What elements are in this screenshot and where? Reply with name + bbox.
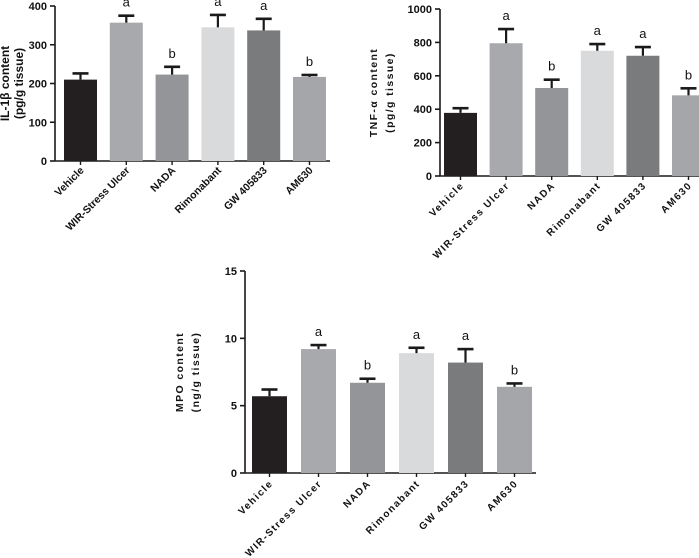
x-tick-label-4: GW 405833 xyxy=(417,478,471,532)
y-axis-title-line1: MPO content xyxy=(174,332,186,412)
y-tick-label: 400 xyxy=(29,1,47,13)
y-tick-label: 1000 xyxy=(408,4,432,16)
significance-label-1: a xyxy=(315,324,323,339)
y-axis-title-line1: TNF-α content xyxy=(368,48,380,137)
significance-label-3: a xyxy=(214,0,222,9)
bar-2 xyxy=(155,74,189,161)
x-tick-label-4: GW 405833 xyxy=(222,165,270,213)
y-axis-title-line2: (pg/g tissue) xyxy=(12,48,26,119)
y-tick-label: 200 xyxy=(414,138,432,150)
significance-label-2: b xyxy=(364,358,371,373)
y-tick-label: 15 xyxy=(225,266,237,278)
x-tick-label-0: Vehicle xyxy=(428,180,467,219)
y-tick-label: 5 xyxy=(231,401,237,413)
y-tick-label: 100 xyxy=(29,117,47,129)
significance-label-4: a xyxy=(462,328,470,343)
y-tick-label: 400 xyxy=(414,104,432,116)
chart-il1b: 0 100 200 300 400 IL-1β content (pg/g tissue) V… xyxy=(0,0,330,233)
x-tick-label-1: WIR-Stress Ulcer xyxy=(431,180,512,261)
bar-5 xyxy=(672,95,699,176)
x-tick-label-0: Vehicle xyxy=(53,165,87,199)
y-tick-label: 0 xyxy=(426,171,432,183)
x-tick-label-2: NADA xyxy=(341,478,373,510)
y-tick-label: 0 xyxy=(231,468,237,480)
bar-3 xyxy=(399,353,434,473)
significance-label-4: a xyxy=(639,26,647,41)
bar-2 xyxy=(535,87,569,176)
bar-4 xyxy=(626,55,660,177)
bar-0 xyxy=(252,396,287,473)
x-tick-label-5: AM630 xyxy=(659,180,695,216)
bar-4 xyxy=(247,30,281,161)
x-tick-label-3: Rimonabant xyxy=(364,478,423,537)
bar-1 xyxy=(109,22,143,161)
significance-label-5: b xyxy=(306,54,313,69)
y-axis-title-line2: (ng/g tissue) xyxy=(190,332,202,413)
y-axis-title-line2: (pg/g tissue) xyxy=(384,52,396,133)
bar-0 xyxy=(444,112,477,176)
bar-0 xyxy=(64,79,97,161)
significance-label-1: a xyxy=(502,8,510,23)
significance-label-3: a xyxy=(413,327,421,342)
x-tick-label-3: Rimonabant xyxy=(173,164,225,216)
x-tick-label-5: AM630 xyxy=(283,165,316,198)
significance-label-5: b xyxy=(685,67,692,82)
bar-4 xyxy=(448,362,483,473)
bar-2 xyxy=(350,382,385,473)
bar-3 xyxy=(201,27,235,161)
y-tick-label: 200 xyxy=(29,79,47,91)
chart-tnfa: 0 200 400 600 800 1000 TNF-α content (pg/g tiss… xyxy=(368,4,699,261)
y-tick-label: 10 xyxy=(225,333,237,345)
y-tick-label: 0 xyxy=(41,156,47,168)
x-tick-label-5: AM630 xyxy=(485,478,521,514)
bar-5 xyxy=(293,76,326,161)
y-tick-label: 600 xyxy=(414,71,432,83)
x-tick-label-2: NADA xyxy=(526,180,558,212)
x-tick-label-0: Vehicle xyxy=(237,478,276,517)
significance-label-1: a xyxy=(123,0,131,10)
significance-label-3: a xyxy=(594,23,602,38)
significance-label-5: b xyxy=(511,362,518,377)
y-tick-label: 300 xyxy=(29,40,47,52)
bar-1 xyxy=(489,43,523,176)
y-tick-label: 800 xyxy=(414,37,432,49)
significance-label-2: b xyxy=(548,59,555,74)
y-axis-title-line1: IL-1β content xyxy=(0,46,12,121)
x-tick-label-2: NADA xyxy=(148,164,178,194)
bar-5 xyxy=(497,386,532,473)
significance-label-2: b xyxy=(168,46,175,61)
bar-1 xyxy=(301,349,336,473)
significance-label-4: a xyxy=(260,0,268,13)
bar-3 xyxy=(580,50,614,176)
